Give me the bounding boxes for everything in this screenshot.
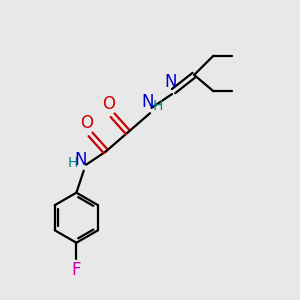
Text: H: H: [153, 99, 164, 112]
Text: N: N: [141, 93, 154, 111]
Text: O: O: [80, 114, 94, 132]
Text: N: N: [75, 151, 87, 169]
Text: O: O: [103, 95, 116, 113]
Text: N: N: [164, 73, 177, 91]
Text: H: H: [68, 156, 78, 170]
Text: F: F: [72, 261, 81, 279]
